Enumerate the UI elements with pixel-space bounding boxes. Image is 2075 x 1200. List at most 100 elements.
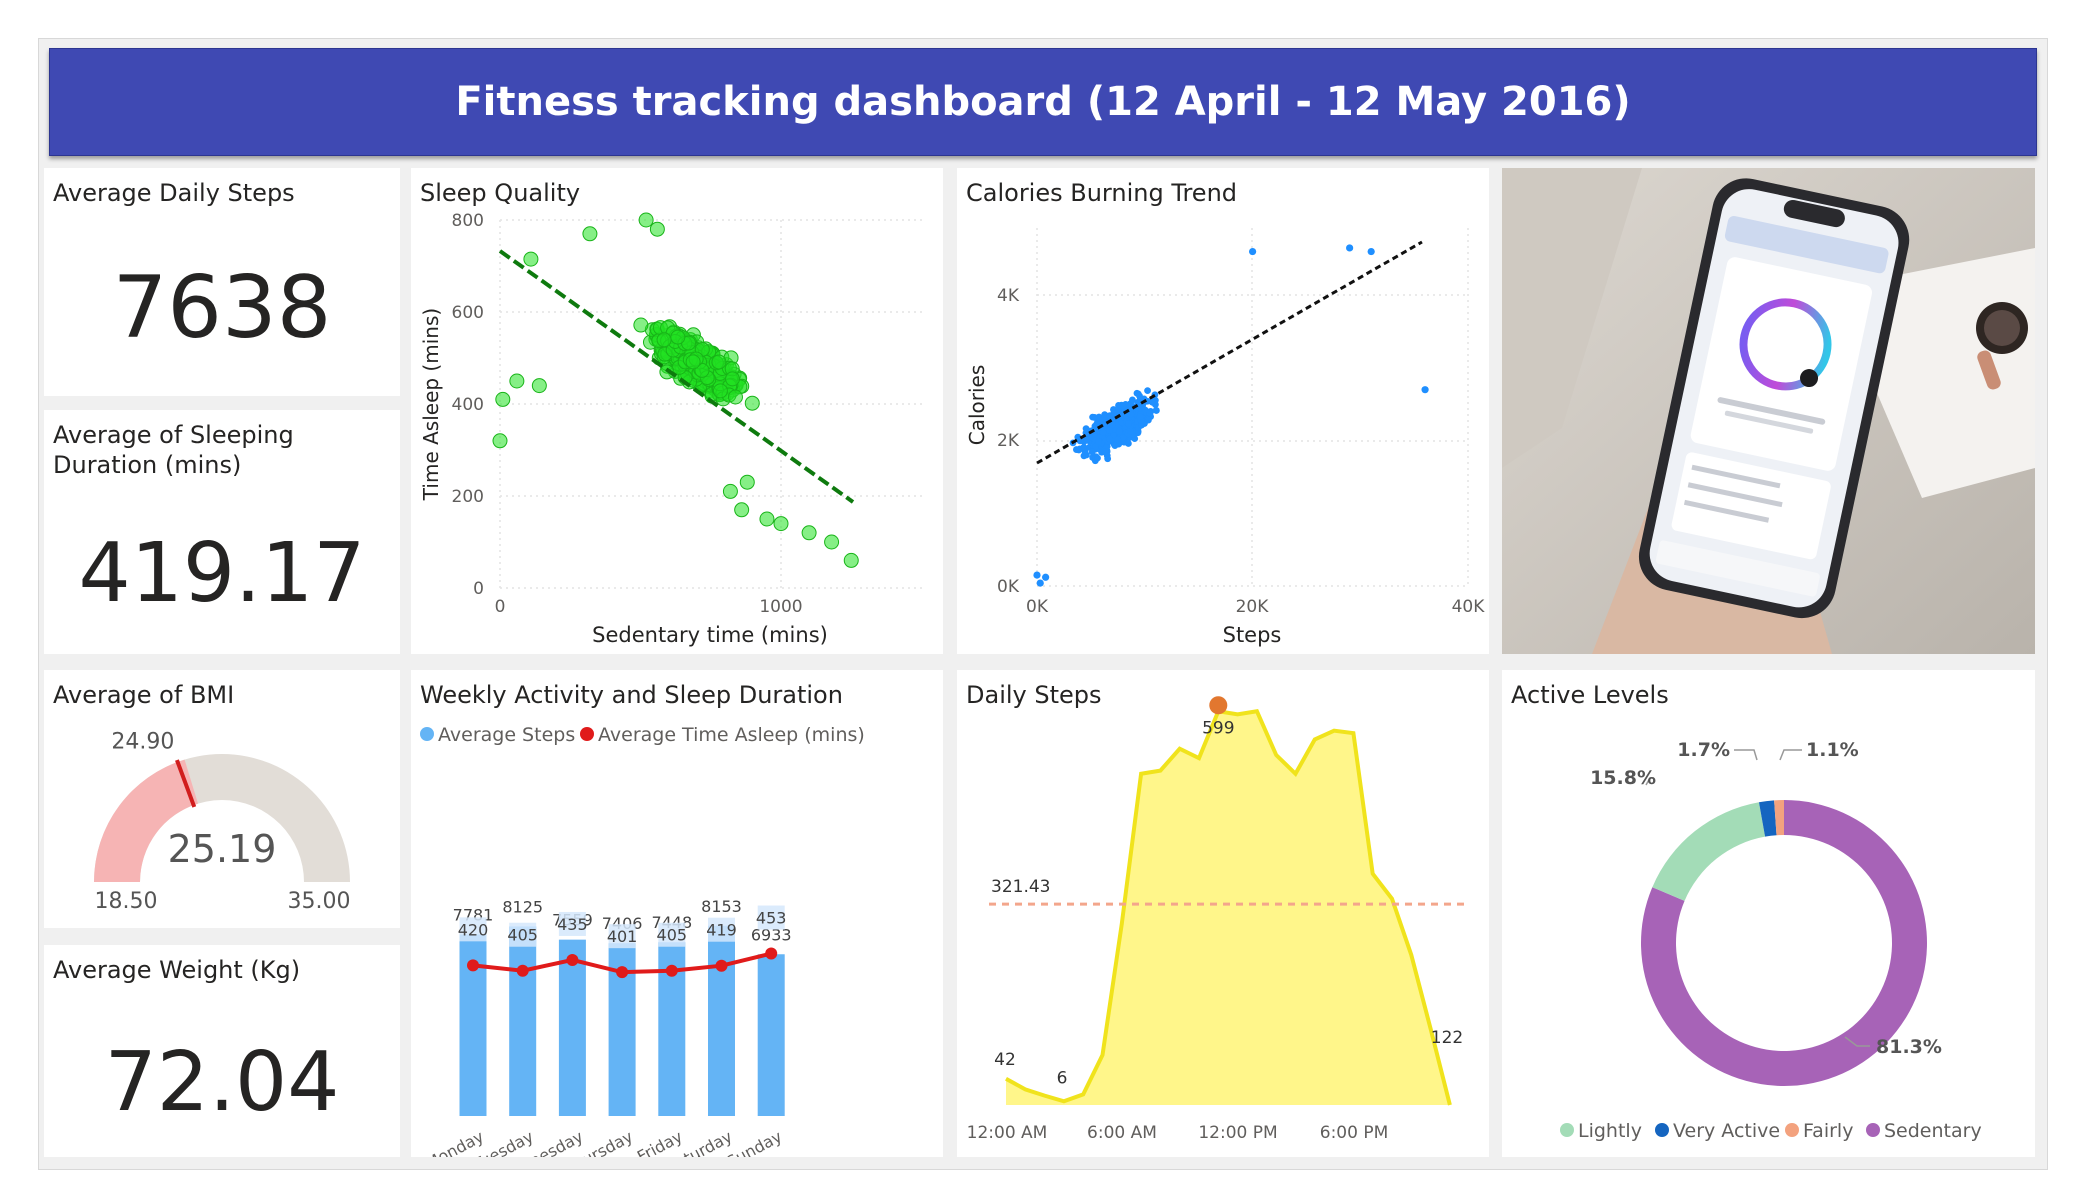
sleep-y-label: Time Asleep (mins): [419, 308, 443, 501]
legend-lightly-label: Lightly: [1578, 1120, 1642, 1142]
daily-steps-chart: 321.43 599 42 6 122 12:00 AM 6:00 AM 12:…: [967, 696, 1469, 1143]
calorie-point: [1126, 427, 1134, 435]
calorie-point: [1125, 420, 1132, 428]
calorie-point: [1124, 440, 1132, 447]
sleep-quality-title: Sleep Quality: [420, 179, 581, 207]
legend-fairly-marker: [1785, 1123, 1799, 1137]
callout-line: [1645, 777, 1654, 786]
sleep-label-background: [708, 917, 735, 942]
daily-steps-title: Daily Steps: [966, 681, 1102, 709]
sleep-point: [649, 221, 665, 237]
sleep-label-background: [658, 922, 686, 947]
calorie-point: [1119, 402, 1127, 410]
calorie-point: [1091, 443, 1099, 451]
legend-very-active-label: Very Active: [1673, 1120, 1780, 1142]
sleep-point: [467, 959, 479, 972]
kpi-steps-value: 7638: [112, 258, 332, 358]
label-fairly: 1.1%: [1806, 739, 1859, 761]
sleep-point: [492, 433, 508, 449]
sleep-x-tick: 1000: [759, 597, 802, 617]
sleep-points: [492, 212, 859, 568]
calorie-point: [1106, 435, 1114, 443]
calorie-point: [1106, 427, 1113, 434]
sleep-point: [685, 354, 701, 370]
sleep-value-label: 420: [458, 920, 489, 939]
calorie-point: [1104, 455, 1112, 463]
kpi-card-steps[interactable]: Average Daily Steps 7638: [44, 168, 400, 396]
sleep-point: [566, 953, 579, 966]
daily-steps-card[interactable]: Daily Steps 321.43 599 42 6 122 12:00 AM…: [957, 670, 1489, 1157]
daily-min-label: 6: [1057, 1068, 1068, 1088]
sleep-quality-card[interactable]: Sleep Quality 800 600 400 200 0 0 1000 S…: [411, 168, 943, 654]
weekly-activity-card[interactable]: Weekly Activity and Sleep Duration Avera…: [411, 670, 943, 1157]
calorie-point: [1094, 454, 1101, 462]
sleep-x-label: Sedentary time (mins): [592, 623, 828, 647]
sleep-y-tick: 400: [452, 395, 484, 415]
bmi-card[interactable]: Average of BMI 24.90 25.19 18.50 35.00: [44, 670, 400, 928]
sleep-y-tick: 800: [452, 211, 484, 231]
bmi-gauge-fill: [94, 759, 199, 882]
sleep-point: [633, 317, 649, 333]
legend-sleep-label: Average Time Asleep (mins): [598, 724, 865, 746]
sleep-point: [531, 378, 547, 394]
calories-plot: 4K 2K 0K 0K 20K 40K Steps Calories: [965, 228, 1485, 647]
daily-steps-area: [1006, 711, 1450, 1105]
daily-start-label: 42: [994, 1050, 1016, 1070]
active-levels-card[interactable]: Active Levels 1.7% 1.1% 15.8% 81.3% Ligh…: [1502, 670, 2035, 1157]
sleep-point: [725, 371, 741, 387]
calorie-point: [1082, 425, 1090, 433]
legend-fairly-label: Fairly: [1803, 1120, 1853, 1142]
bmi-min-label: 18.50: [95, 889, 158, 914]
sleep-point: [765, 947, 778, 960]
sleep-label-background: [509, 922, 537, 947]
sleep-y-tick: 600: [452, 303, 484, 323]
slice-lightly: [1652, 802, 1766, 901]
kpi-card-sleep[interactable]: Average of Sleeping Duration (mins) 419.…: [44, 410, 400, 654]
calorie-point: [1033, 571, 1041, 579]
daily-x-tick: 6:00 PM: [1320, 1123, 1389, 1143]
bmi-gauge: 24.90 25.19 18.50 35.00: [94, 729, 350, 914]
callout-line: [1779, 749, 1802, 761]
sleep-value-label: 419: [706, 921, 737, 940]
calorie-point: [1109, 420, 1116, 428]
daily-x-tick: 12:00 PM: [1198, 1123, 1277, 1143]
calorie-point: [1127, 410, 1135, 418]
slice-fairly: [1774, 800, 1784, 836]
sleep-label-background: [608, 924, 636, 949]
bmi-title: Average of BMI: [53, 681, 235, 709]
active-levels-donut: 1.7% 1.1% 15.8% 81.3% Lightly Very Activ…: [1560, 739, 1982, 1142]
calorie-point: [1133, 389, 1141, 397]
steps-bar: [757, 954, 785, 1116]
dashboard-title: Fitness tracking dashboard (12 April - 1…: [455, 79, 1631, 125]
calorie-point: [1115, 427, 1123, 435]
calorie-point: [1136, 413, 1144, 421]
slice-very-active: [1758, 800, 1777, 837]
cal-y-tick: 4K: [997, 286, 1020, 306]
cal-x-label: Steps: [1223, 623, 1282, 647]
calories-title: Calories Burning Trend: [966, 179, 1238, 207]
sleep-value-label: 453: [756, 909, 787, 928]
sleep-point: [744, 395, 760, 411]
kpi-card-weight[interactable]: Average Weight (Kg) 72.04: [44, 945, 400, 1157]
dashboard-header: Fitness tracking dashboard (12 April - 1…: [49, 48, 2037, 156]
steps-bar: [509, 926, 537, 1116]
steps-value-label: 6933: [751, 925, 792, 944]
kpi-sleep-value: 419.17: [78, 526, 366, 621]
sleep-point: [509, 373, 525, 389]
sleep-point: [773, 516, 789, 532]
weekly-title: Weekly Activity and Sleep Duration: [420, 681, 843, 709]
calorie-point: [1146, 409, 1154, 417]
sleep-label-background: [757, 905, 785, 930]
day-label: Monday: [422, 1127, 487, 1157]
steps-value-label: 8125: [502, 897, 543, 916]
sleep-point: [616, 966, 629, 979]
calorie-point: [1367, 247, 1375, 256]
legend-sleep-marker: [580, 727, 594, 741]
sleep-value-label: 405: [657, 926, 688, 945]
phone-illustration: [1502, 168, 2035, 654]
legend-steps-marker: [420, 727, 434, 741]
daily-x-tick: 12:00 AM: [967, 1123, 1048, 1143]
sleep-x-tick: 0: [495, 597, 506, 617]
sleep-point: [523, 251, 539, 267]
calories-card[interactable]: Calories Burning Trend 4K 2K 0K 0K 20K 4…: [957, 168, 1489, 654]
